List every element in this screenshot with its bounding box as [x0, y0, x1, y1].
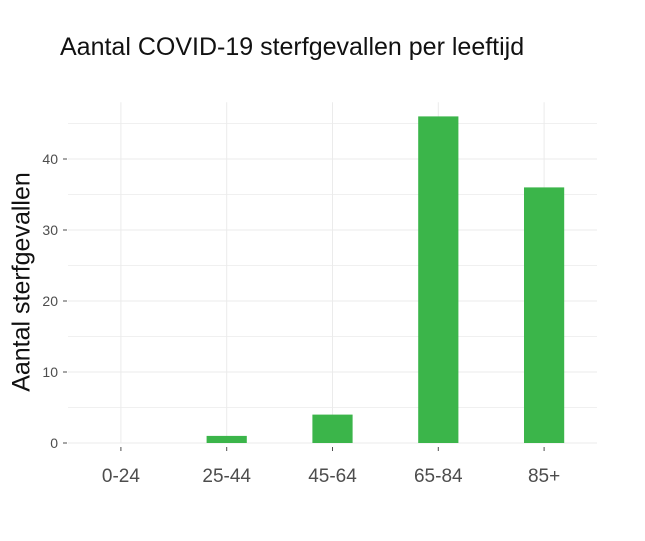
grid-layer — [68, 102, 597, 444]
x-tick-label: 65-84 — [414, 466, 463, 487]
x-tick-label: 25-44 — [202, 466, 251, 487]
y-tick-label: 30 — [42, 222, 58, 238]
bar-45-64 — [312, 414, 353, 443]
bar-85+ — [523, 187, 565, 443]
axis-layer: 0 10 20 30 40 0-24 25-44 45-64 65-84 85+ — [42, 151, 560, 487]
chart-title: Aantal COVID-19 sterfgevallen per leefti… — [60, 33, 525, 61]
y-tick-label: 40 — [42, 151, 58, 167]
y-tick-label: 0 — [50, 435, 58, 451]
bar-65-84 — [418, 116, 459, 444]
y-tick-label: 10 — [42, 364, 58, 380]
x-tick-label: 85+ — [528, 466, 560, 487]
bar-25-44 — [206, 435, 247, 443]
x-tick-label: 45-64 — [308, 466, 357, 487]
bar-layer — [206, 116, 565, 444]
x-tick-label: 0-24 — [102, 466, 140, 487]
y-tick-label: 20 — [42, 293, 58, 309]
